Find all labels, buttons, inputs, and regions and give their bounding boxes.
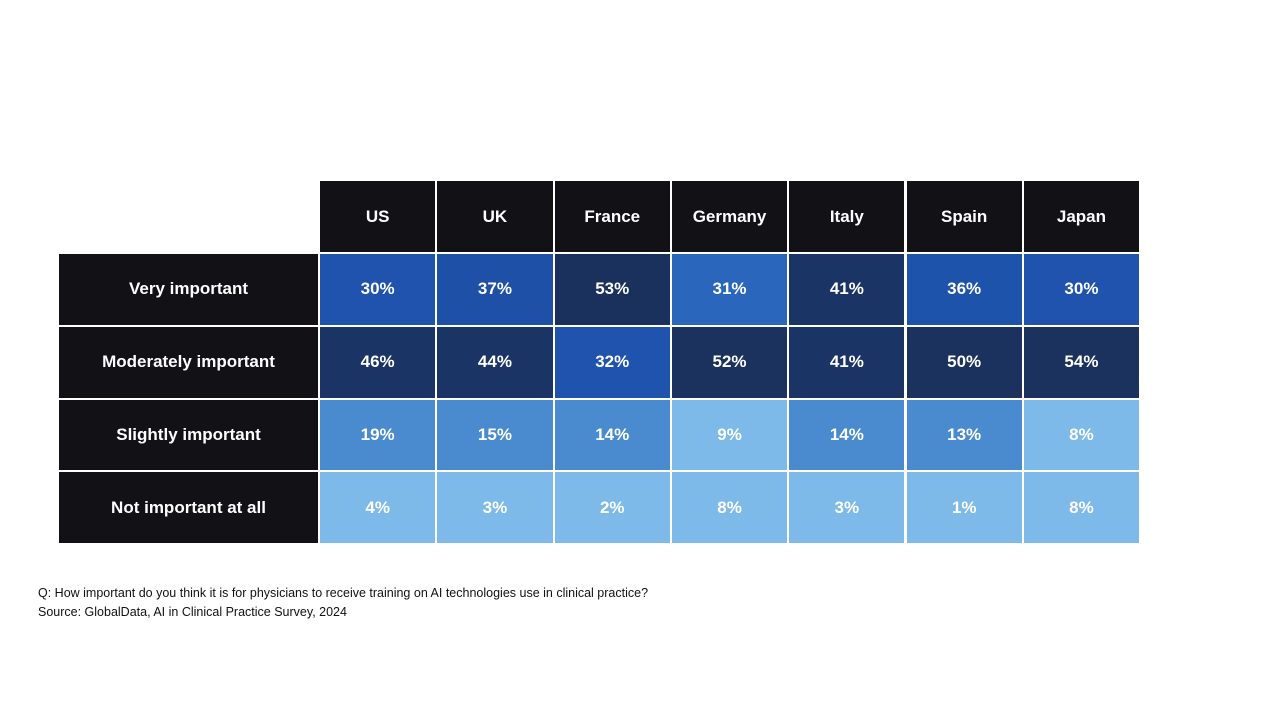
column-header-japan: Japan	[1023, 181, 1142, 254]
row-header-slightly-important: Slightly important	[59, 399, 320, 473]
value-cell-slightly-important-france: 14%	[554, 399, 672, 473]
value-cell-moderately-important-italy: 41%	[789, 326, 907, 400]
value-cell-not-important-at-all-uk: 3%	[437, 472, 555, 545]
value-cell-moderately-important-uk: 44%	[437, 326, 555, 400]
value-cell-moderately-important-us: 46%	[320, 326, 438, 400]
value-cell-very-important-france: 53%	[554, 254, 672, 327]
column-header-uk: UK	[437, 181, 555, 254]
value-cell-moderately-important-germany: 52%	[671, 326, 790, 400]
value-cell-not-important-at-all-spain: 1%	[906, 472, 1024, 545]
heatmap-table: US UK France Germany Italy Spain Japan Very imp…	[59, 181, 1181, 545]
value-cell-very-important-us: 30%	[320, 254, 438, 327]
value-cell-slightly-important-spain: 13%	[906, 399, 1024, 473]
value-cell-moderately-important-japan: 54%	[1023, 326, 1142, 400]
column-header-germany: Germany	[671, 181, 790, 254]
value-cell-slightly-important-italy: 14%	[789, 399, 907, 473]
column-header-spain: Spain	[906, 181, 1024, 254]
value-cell-not-important-at-all-japan: 8%	[1023, 472, 1142, 545]
value-cell-slightly-important-japan: 8%	[1023, 399, 1142, 473]
column-header-italy: Italy	[789, 181, 907, 254]
column-header-us: US	[320, 181, 438, 254]
value-cell-not-important-at-all-italy: 3%	[789, 472, 907, 545]
value-cell-not-important-at-all-germany: 8%	[671, 472, 790, 545]
column-header-france: France	[554, 181, 672, 254]
value-cell-slightly-important-uk: 15%	[437, 399, 555, 473]
value-cell-very-important-germany: 31%	[671, 254, 790, 327]
row-header-not-important-at-all: Not important at all	[59, 472, 320, 545]
row-header-very-important: Very important	[59, 254, 320, 327]
value-cell-moderately-important-france: 32%	[554, 326, 672, 400]
value-cell-slightly-important-germany: 9%	[671, 399, 790, 473]
source-note: Source: GlobalData, AI in Clinical Pract…	[38, 605, 347, 619]
value-cell-not-important-at-all-us: 4%	[320, 472, 438, 545]
value-cell-very-important-spain: 36%	[906, 254, 1024, 327]
row-header-moderately-important: Moderately important	[59, 326, 320, 400]
value-cell-very-important-uk: 37%	[437, 254, 555, 327]
value-cell-moderately-important-spain: 50%	[906, 326, 1024, 400]
value-cell-not-important-at-all-france: 2%	[554, 472, 672, 545]
survey-question: Q: How important do you think it is for …	[38, 586, 649, 600]
value-cell-very-important-japan: 30%	[1023, 254, 1142, 327]
value-cell-slightly-important-us: 19%	[320, 399, 438, 473]
value-cell-very-important-italy: 41%	[789, 254, 907, 327]
